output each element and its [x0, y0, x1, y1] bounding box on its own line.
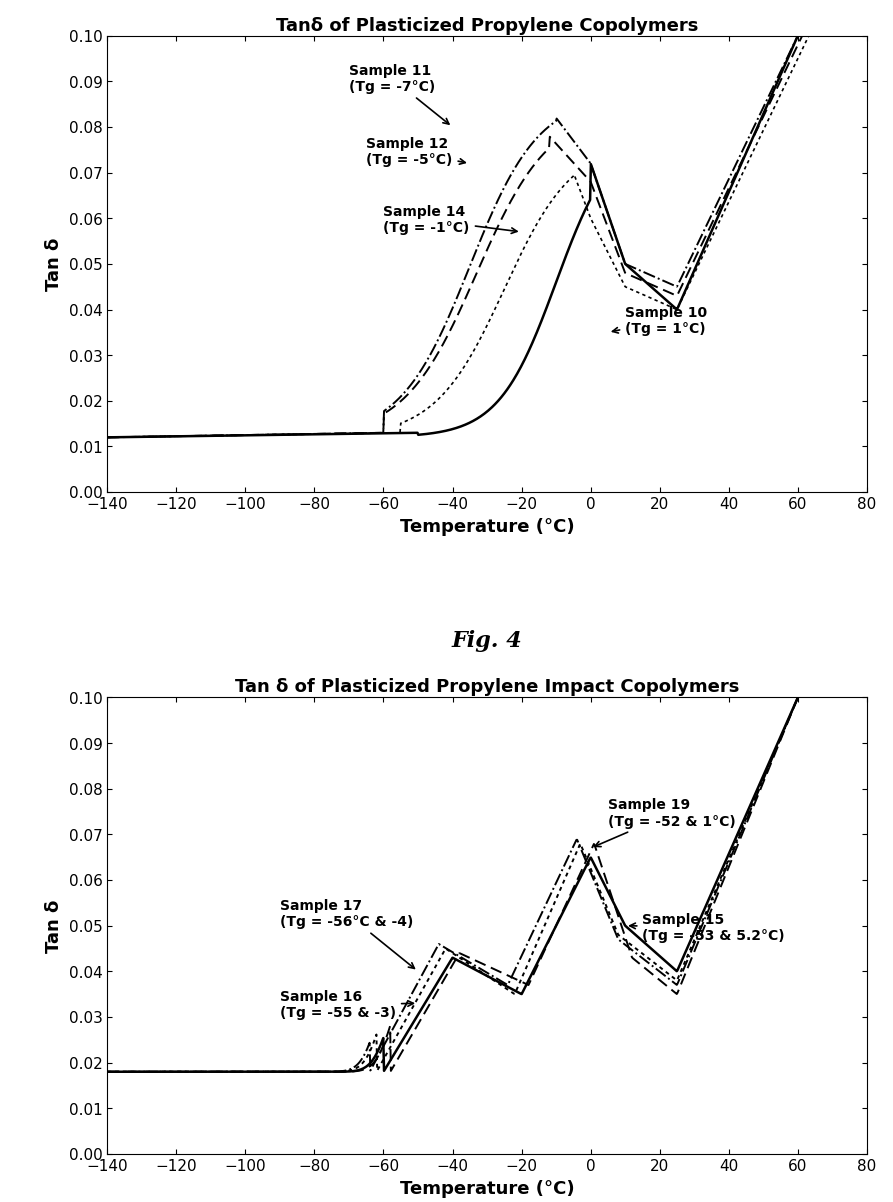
Text: Sample 11
(Tg = -7°C): Sample 11 (Tg = -7°C) [348, 64, 448, 125]
Text: Sample 15
(Tg = -53 & 5.2°C): Sample 15 (Tg = -53 & 5.2°C) [630, 912, 784, 942]
Text: Sample 12
(Tg = -5°C): Sample 12 (Tg = -5°C) [366, 137, 465, 167]
Title: Tan δ of Plasticized Propylene Impact Copolymers: Tan δ of Plasticized Propylene Impact Co… [235, 678, 739, 696]
Text: Sample 19
(Tg = -52 & 1°C): Sample 19 (Tg = -52 & 1°C) [595, 798, 735, 846]
Text: Sample 10
(Tg = 1°C): Sample 10 (Tg = 1°C) [612, 305, 706, 335]
Text: Sample 14
(Tg = -1°C): Sample 14 (Tg = -1°C) [383, 206, 516, 236]
X-axis label: Temperature (°C): Temperature (°C) [399, 518, 574, 536]
Y-axis label: Tan δ: Tan δ [45, 238, 63, 291]
Text: Sample 17
(Tg = -56°C & -4): Sample 17 (Tg = -56°C & -4) [280, 899, 414, 969]
Text: Sample 16
(Tg = -55 & -3): Sample 16 (Tg = -55 & -3) [280, 990, 413, 1020]
Y-axis label: Tan δ: Tan δ [45, 899, 63, 952]
Text: Fig. 4: Fig. 4 [451, 630, 522, 651]
X-axis label: Temperature (°C): Temperature (°C) [399, 1179, 574, 1197]
Title: Tanδ of Plasticized Propylene Copolymers: Tanδ of Plasticized Propylene Copolymers [276, 17, 697, 35]
